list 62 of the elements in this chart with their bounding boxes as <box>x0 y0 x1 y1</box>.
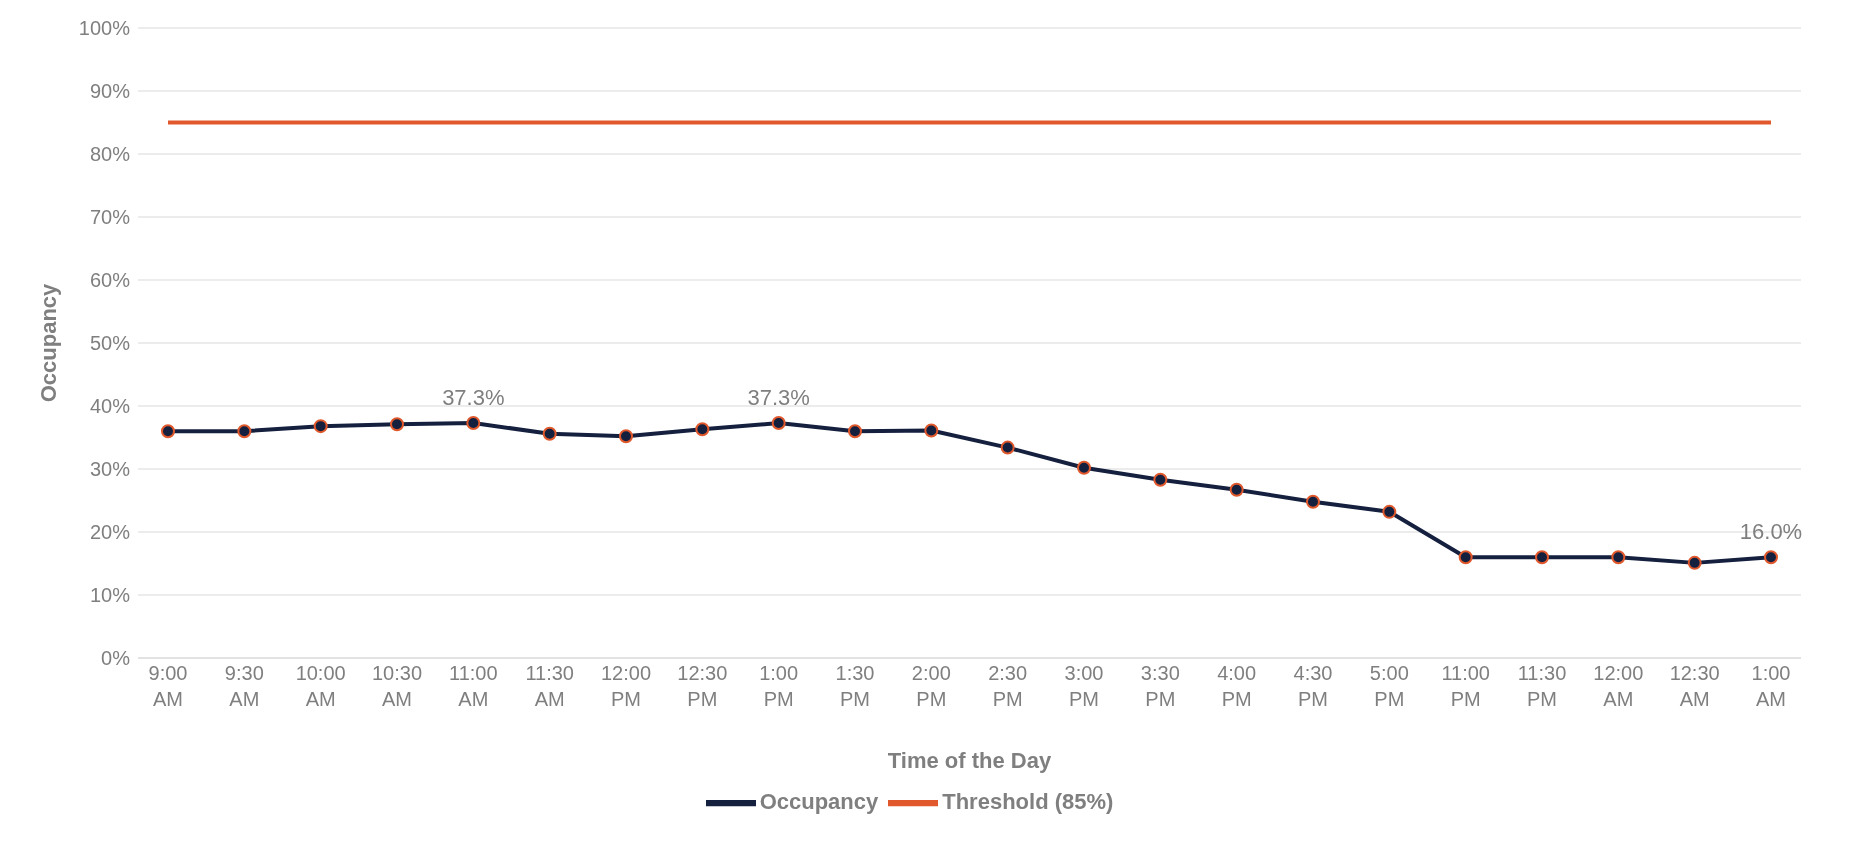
point <box>1687 555 1702 570</box>
point <box>771 416 786 431</box>
data-label: 37.3% <box>747 385 810 411</box>
x-tick-label: 11:30 AM <box>525 662 574 710</box>
point <box>390 417 404 432</box>
y-tick-label: 10% <box>89 584 131 607</box>
data-label: 37.3% <box>442 385 505 411</box>
point <box>1306 494 1320 509</box>
x-tick-label: 3:30 PM <box>1140 662 1180 710</box>
y-tick-label: 70% <box>89 206 131 229</box>
y-tick-label: 100% <box>78 17 131 40</box>
y-tick-label: 20% <box>89 521 131 544</box>
point <box>1153 472 1168 487</box>
point <box>695 422 710 437</box>
point <box>1458 550 1473 565</box>
y-tick-label: 30% <box>89 458 131 481</box>
point <box>619 429 633 444</box>
legend-label: Occupancy <box>759 788 879 814</box>
point <box>1382 504 1397 519</box>
x-axis-title: Time of the Day <box>887 748 1052 773</box>
y-tick-label: 90% <box>89 80 131 103</box>
x-tick-label: 12:00 PM <box>600 662 652 710</box>
y-tick-label: 60% <box>89 269 131 292</box>
data-label: 16.0% <box>1739 519 1803 545</box>
x-tick-label: 5:00 PM <box>1369 662 1409 710</box>
y-axis-title: Occupancy <box>35 282 61 403</box>
x-tick-label: 11:00 PM <box>1441 662 1490 710</box>
x-tick-label: 9:30 AM <box>224 662 264 710</box>
point <box>313 419 328 434</box>
point <box>161 424 175 439</box>
point <box>1000 440 1015 455</box>
point <box>1077 460 1091 475</box>
point <box>237 424 252 439</box>
y-tick-label: 80% <box>89 143 131 166</box>
y-tick-label: 50% <box>89 332 131 355</box>
x-tick-label: 4:30 PM <box>1293 662 1333 710</box>
x-tick-label: 2:00 PM <box>911 662 951 710</box>
y-tick-label: 40% <box>89 395 131 418</box>
x-tick-label: 1:00 PM <box>759 662 799 710</box>
x-tick-label: 3:00 PM <box>1064 662 1104 710</box>
point <box>466 416 481 431</box>
x-tick-label: 10:00 AM <box>295 662 346 710</box>
x-tick-label: 2:30 PM <box>988 662 1028 710</box>
x-tick-label: 11:00 AM <box>449 662 498 710</box>
x-tick-label: 9:00 AM <box>148 662 188 710</box>
point <box>1229 482 1244 497</box>
x-tick-label: 12:30 PM <box>677 662 728 710</box>
x-tick-label: 12:00 AM <box>1593 662 1644 710</box>
point <box>924 423 939 438</box>
x-tick-label: 1:30 PM <box>835 662 875 710</box>
y-tick-label: 0% <box>101 647 131 670</box>
point <box>848 424 862 439</box>
point <box>1611 550 1626 565</box>
x-tick-label: 1:00 AM <box>1751 662 1791 710</box>
legend-label: Threshold (85%) <box>942 788 1114 814</box>
x-tick-label: 12:30 AM <box>1669 662 1720 710</box>
x-tick-label: 4:00 PM <box>1217 662 1257 710</box>
point <box>542 426 557 441</box>
point <box>1535 550 1549 565</box>
x-tick-label: 11:30 PM <box>1517 662 1567 710</box>
point <box>1764 550 1778 565</box>
x-tick-label: 10:30 AM <box>371 662 423 710</box>
